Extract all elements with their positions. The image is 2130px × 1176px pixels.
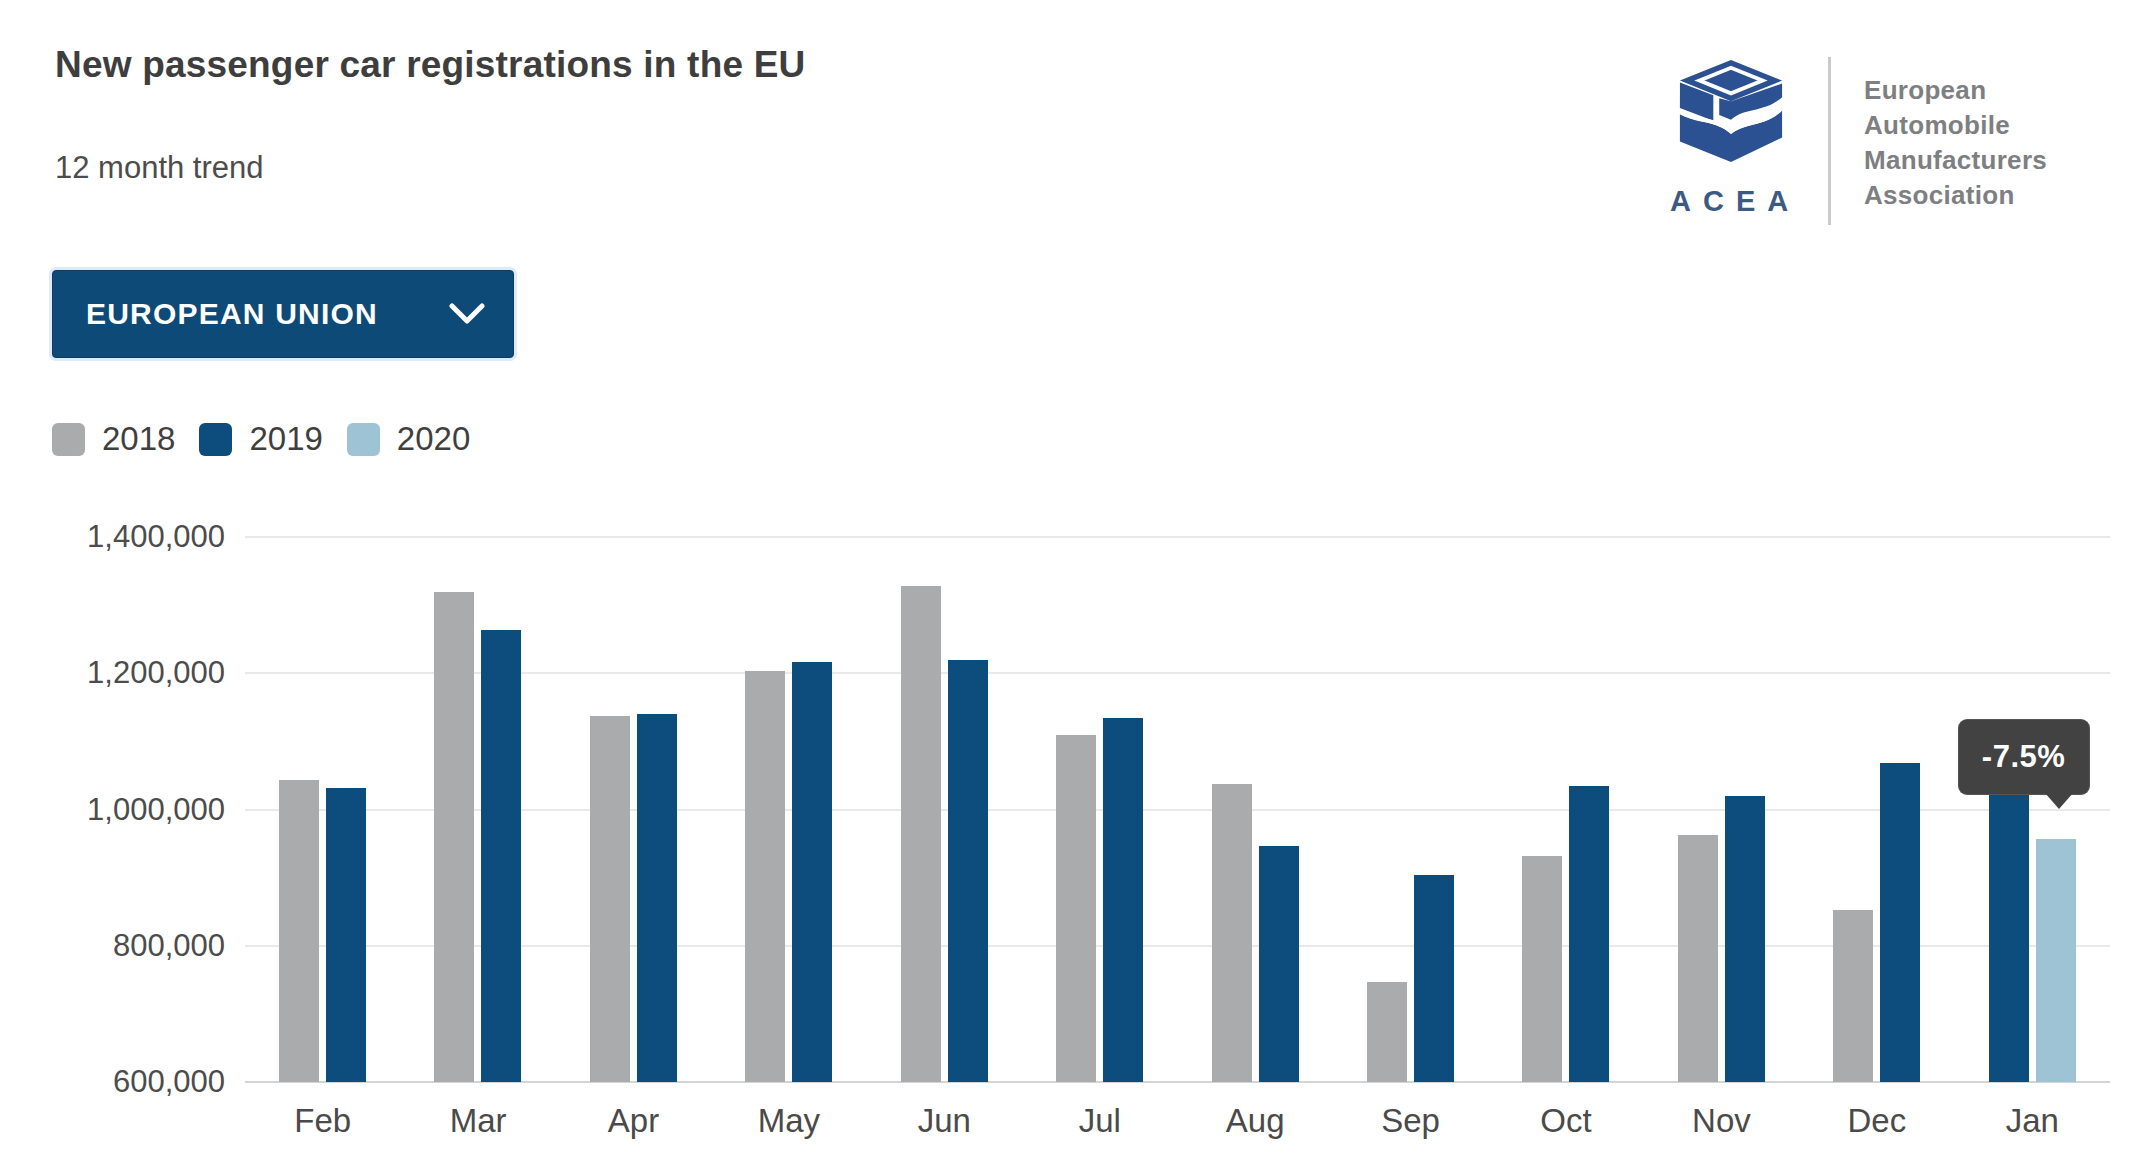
page-title: New passenger car registrations in the E… (55, 44, 806, 86)
bar-oct-2019[interactable] (1569, 786, 1609, 1082)
logo-org-line: Manufacturers (1864, 143, 2047, 178)
y-tick-label: 1,400,000 (30, 518, 225, 556)
page-subtitle: 12 month trend (55, 150, 264, 186)
logo-org-line: European (1864, 73, 2047, 108)
chevron-down-icon (449, 303, 485, 325)
legend-swatch-2018 (52, 423, 85, 456)
acea-wordmark: ACEA (1670, 185, 1810, 218)
legend-swatch-2020 (347, 423, 380, 456)
month-group-oct: Oct (1488, 537, 1643, 1082)
bar-nov-2019[interactable] (1725, 796, 1765, 1082)
legend: 2018 2019 2020 (52, 420, 470, 458)
x-axis-label-aug: Aug (1178, 1102, 1333, 1140)
bar-may-2018[interactable] (745, 671, 785, 1082)
month-group-jun: Jun (867, 537, 1022, 1082)
y-tick-label: 600,000 (30, 1063, 225, 1101)
x-axis-label-sep: Sep (1333, 1102, 1488, 1140)
registrations-chart: FebMarAprMayJunJulAugSepOctNovDecJan-7.5… (245, 537, 2110, 1082)
x-axis-label-jun: Jun (867, 1102, 1022, 1140)
acea-logo: ACEA European Automobile Manufacturers A… (1668, 45, 2108, 245)
x-axis-label-jul: Jul (1022, 1102, 1177, 1140)
bar-dec-2019[interactable] (1880, 763, 1920, 1083)
month-group-feb: Feb (245, 537, 400, 1082)
y-tick-label: 1,000,000 (30, 791, 225, 829)
bar-feb-2019[interactable] (326, 788, 366, 1082)
bar-sep-2019[interactable] (1414, 875, 1454, 1082)
x-axis-label-nov: Nov (1644, 1102, 1799, 1140)
bar-jan-2020[interactable] (2036, 839, 2076, 1082)
month-group-sep: Sep (1333, 537, 1488, 1082)
bar-oct-2018[interactable] (1522, 856, 1562, 1082)
month-group-aug: Aug (1178, 537, 1333, 1082)
bar-mar-2019[interactable] (481, 630, 521, 1082)
legend-item-2018[interactable]: 2018 (52, 420, 175, 458)
y-tick-label: 800,000 (30, 927, 225, 965)
bar-feb-2018[interactable] (279, 780, 319, 1082)
bar-jan-2019[interactable] (1989, 786, 2029, 1082)
month-group-apr: Apr (556, 537, 711, 1082)
bar-aug-2018[interactable] (1212, 784, 1252, 1082)
bar-aug-2019[interactable] (1259, 846, 1299, 1082)
bar-jul-2019[interactable] (1103, 718, 1143, 1082)
legend-item-2019[interactable]: 2019 (199, 420, 322, 458)
bar-apr-2019[interactable] (637, 714, 677, 1082)
x-axis-label-may: May (711, 1102, 866, 1140)
acea-dashboard: New passenger car registrations in the E… (0, 0, 2130, 1176)
month-group-nov: Nov (1644, 537, 1799, 1082)
x-axis-label-mar: Mar (400, 1102, 555, 1140)
x-axis-label-oct: Oct (1488, 1102, 1643, 1140)
legend-item-2020[interactable]: 2020 (347, 420, 470, 458)
logo-org-line: Automobile (1864, 108, 2047, 143)
bar-jun-2019[interactable] (948, 660, 988, 1082)
bar-jul-2018[interactable] (1056, 735, 1096, 1082)
x-axis-label-apr: Apr (556, 1102, 711, 1140)
bar-dec-2018[interactable] (1833, 910, 1873, 1082)
bar-may-2019[interactable] (792, 662, 832, 1082)
bar-sep-2018[interactable] (1367, 982, 1407, 1082)
month-group-may: May (711, 537, 866, 1082)
bar-apr-2018[interactable] (590, 716, 630, 1083)
logo-org-line: Association (1864, 178, 2047, 213)
bar-jun-2018[interactable] (901, 586, 941, 1082)
region-dropdown[interactable]: EUROPEAN UNION (52, 270, 514, 358)
change-tooltip: -7.5% (1959, 720, 2089, 794)
region-dropdown-label: EUROPEAN UNION (86, 297, 378, 331)
bar-nov-2018[interactable] (1678, 835, 1718, 1082)
month-group-mar: Mar (400, 537, 555, 1082)
bar-mar-2018[interactable] (434, 592, 474, 1082)
legend-item-label: 2019 (249, 420, 322, 458)
month-group-jan: Jan (1955, 537, 2110, 1082)
logo-org-name: European Automobile Manufacturers Associ… (1864, 73, 2047, 213)
month-group-dec: Dec (1799, 537, 1954, 1082)
logo-divider (1828, 57, 1831, 225)
acea-logo-icon (1668, 55, 1794, 167)
y-tick-label: 1,200,000 (30, 654, 225, 692)
legend-item-label: 2020 (397, 420, 470, 458)
x-axis-label-dec: Dec (1799, 1102, 1954, 1140)
legend-item-label: 2018 (102, 420, 175, 458)
legend-swatch-2019 (199, 423, 232, 456)
month-group-jul: Jul (1022, 537, 1177, 1082)
x-axis-label-feb: Feb (245, 1102, 400, 1140)
x-axis-label-jan: Jan (1955, 1102, 2110, 1140)
